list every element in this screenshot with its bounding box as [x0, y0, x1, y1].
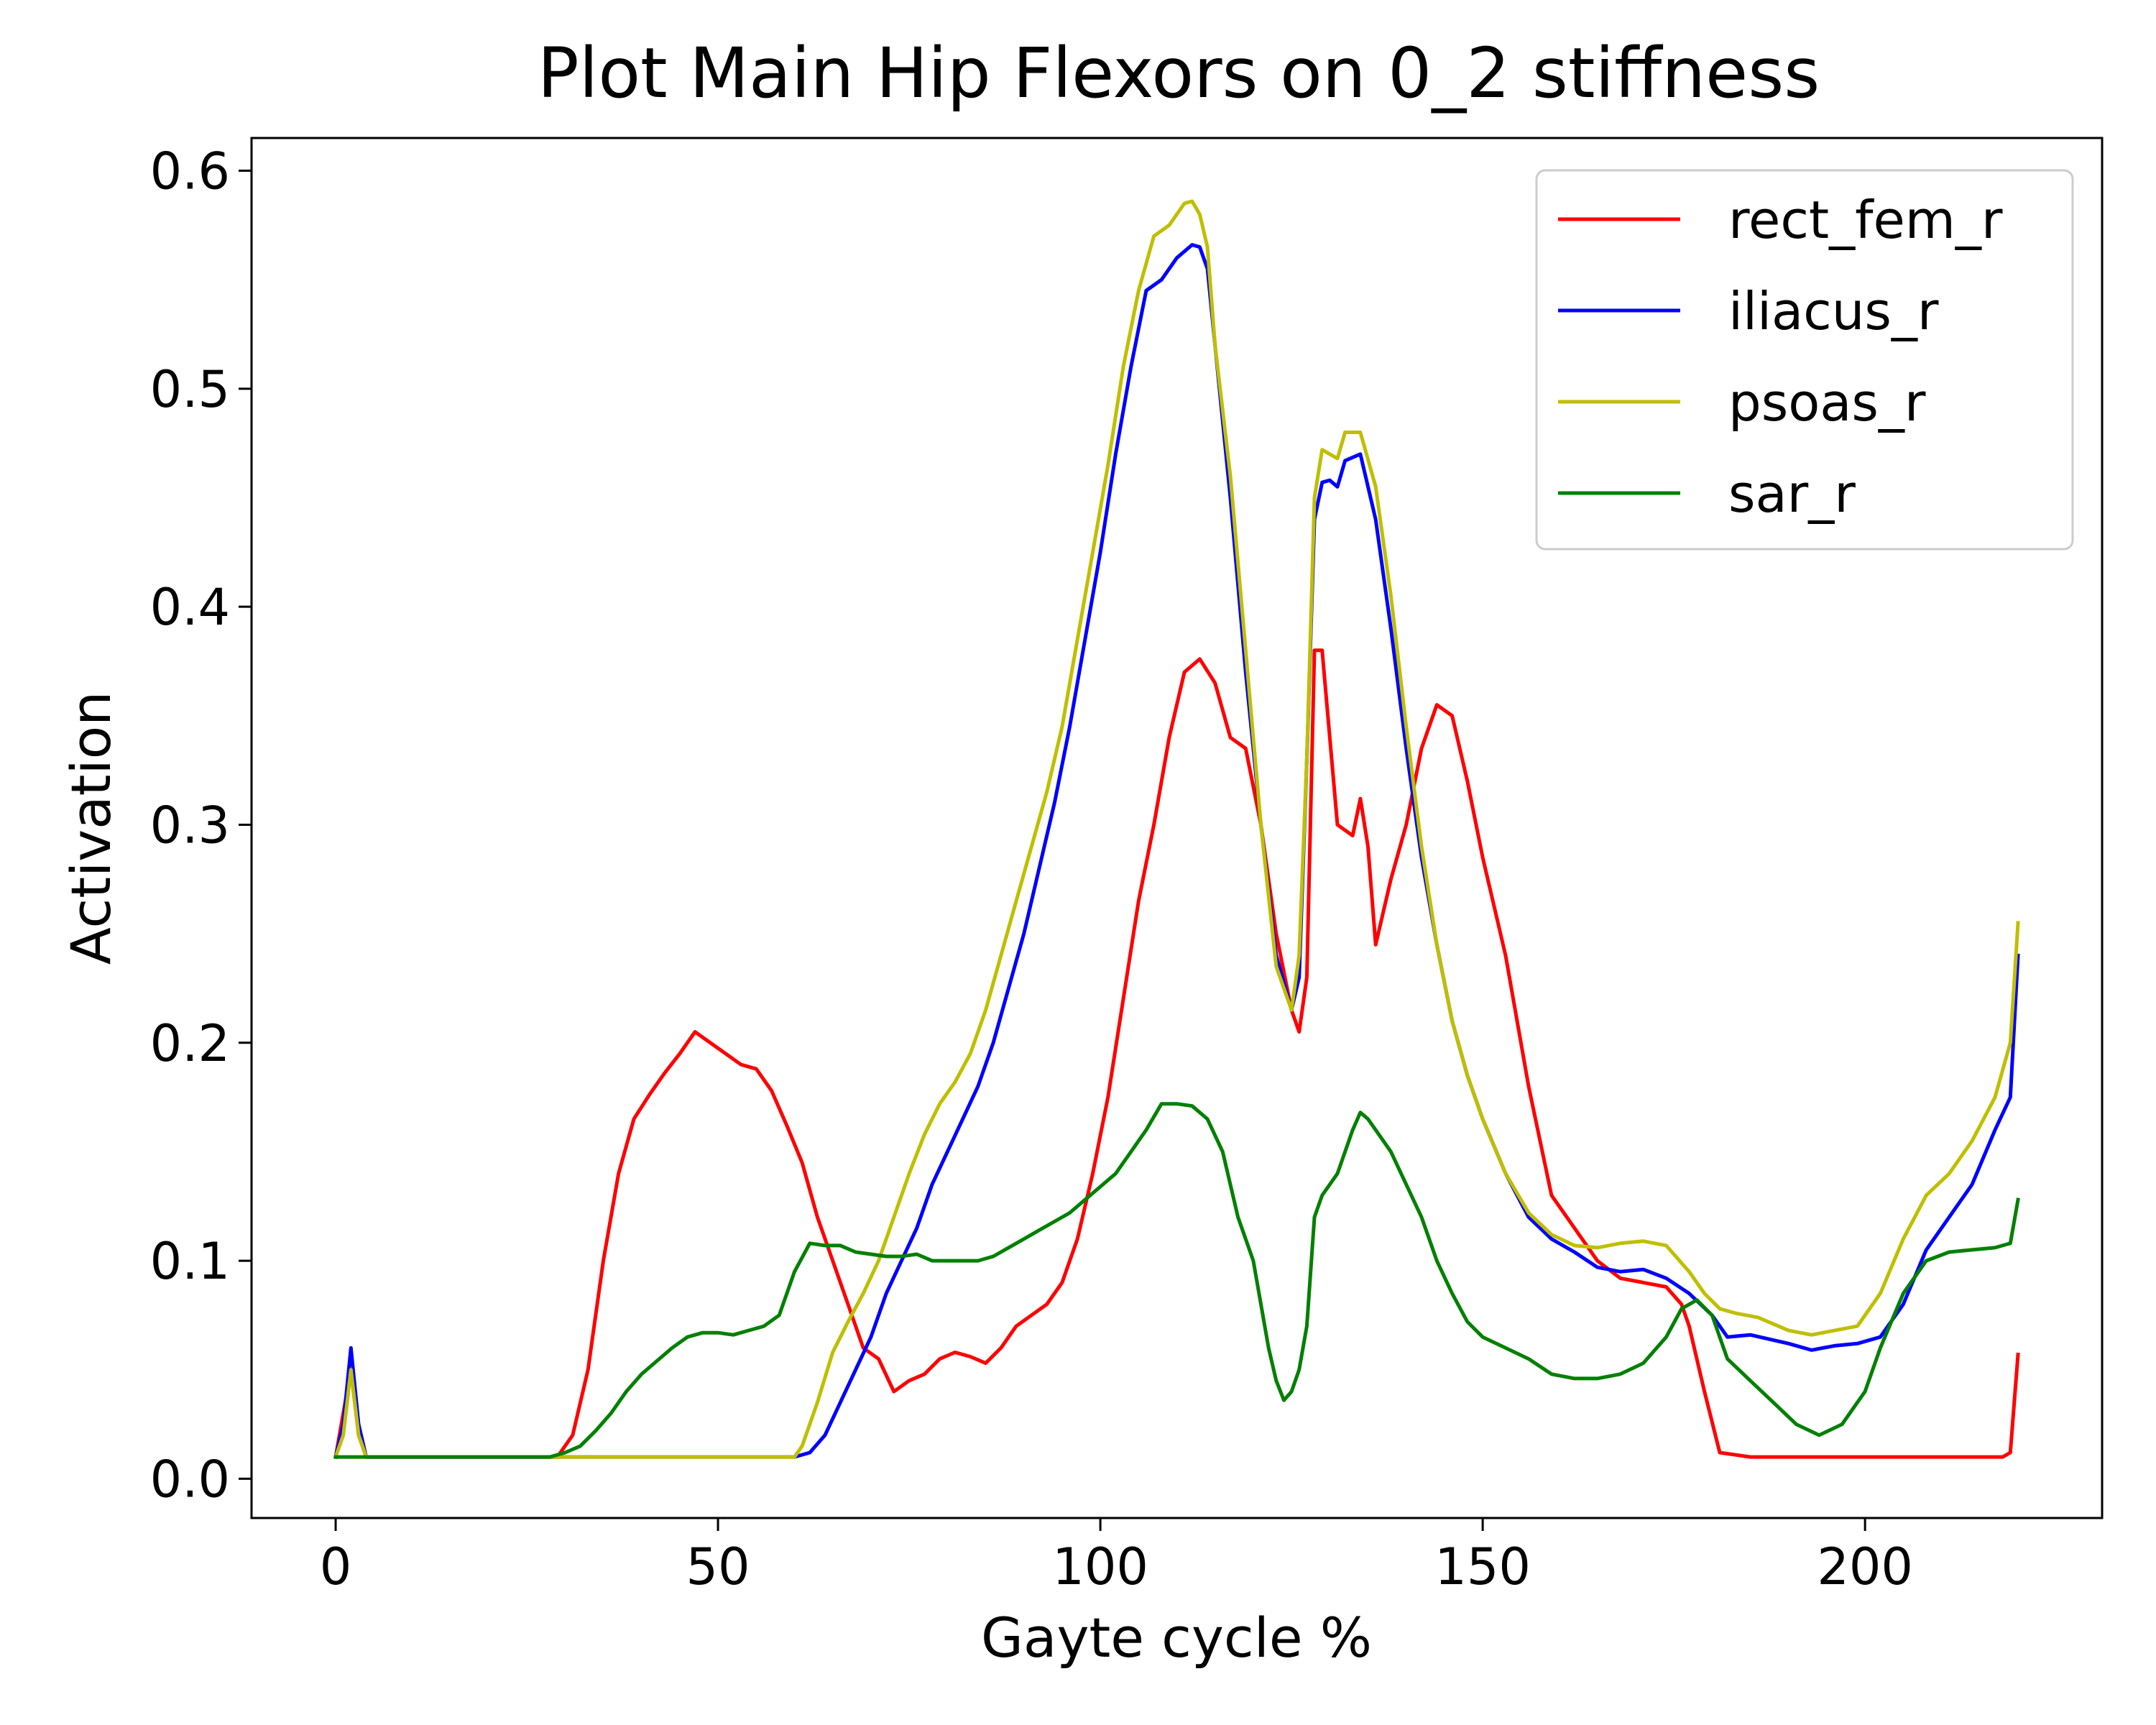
y-tick-label: 0.6 [150, 142, 230, 201]
y-axis-label: Activation [59, 691, 123, 965]
y-axis-ticks: 0.0 0.1 0.2 0.3 0.4 0.5 0.6 [150, 142, 252, 1509]
y-tick-label: 0.5 [150, 360, 230, 419]
x-tick-label: 50 [686, 1537, 750, 1596]
series-line-sar-r [333, 1102, 2020, 1459]
y-tick-label: 0.2 [150, 1014, 230, 1073]
y-tick-label: 0.1 [150, 1232, 230, 1291]
chart-title: Plot Main Hip Flexors on 0_2 stiffness [538, 33, 1820, 114]
series-layer [333, 199, 2020, 1460]
legend: rect_fem_r iliacus_r psoas_r sar_r [1535, 169, 2074, 551]
x-tick-label: 200 [1817, 1537, 1913, 1596]
legend-label-iliacus-r: iliacus_r [1728, 281, 1939, 341]
y-tick-label: 0.0 [150, 1450, 230, 1509]
plot-area: 0 50 100 150 200 0.0 0.1 0.2 0.3 0.4 0.5 0.6 [150, 137, 2104, 1596]
legend-label-sar-r: sar_r [1728, 464, 1856, 524]
x-axis-label: Gayte cycle % [981, 1606, 1372, 1670]
legend-frame [1535, 169, 2074, 551]
x-tick-label: 0 [320, 1537, 352, 1596]
y-tick-label: 0.4 [150, 578, 230, 637]
x-axis-ticks: 0 50 100 150 200 [320, 1518, 1913, 1596]
x-tick-label: 150 [1434, 1537, 1531, 1596]
y-tick-label: 0.3 [150, 796, 230, 855]
axes-frame [250, 137, 2104, 1519]
series-line-rect-fem-r [333, 648, 2020, 1459]
legend-label-psoas-r: psoas_r [1728, 372, 1926, 433]
legend-items: rect_fem_r iliacus_r psoas_r sar_r [1558, 190, 2003, 524]
series-line-psoas-r [333, 199, 2020, 1460]
x-tick-label: 100 [1052, 1537, 1148, 1596]
legend-label-rect-fem-r: rect_fem_r [1728, 190, 2003, 250]
